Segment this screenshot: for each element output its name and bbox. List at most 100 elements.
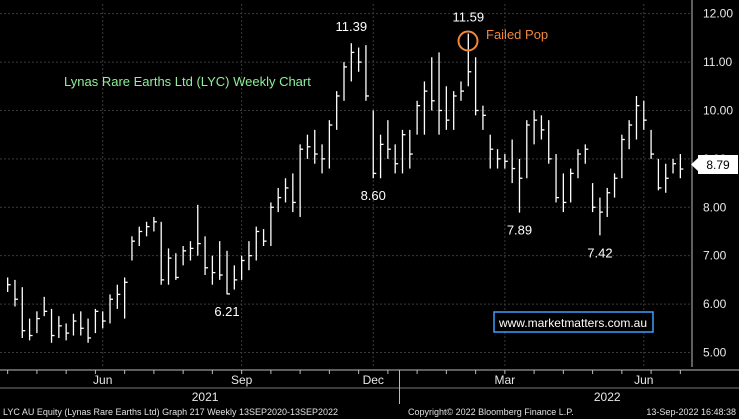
price-bar	[474, 57, 479, 116]
value-annotation: 7.42	[587, 245, 612, 260]
price-bar	[233, 265, 238, 290]
price-bar	[540, 115, 545, 140]
price-bar	[109, 294, 114, 324]
last-price-label: 8.79	[706, 158, 730, 172]
price-bar	[643, 100, 647, 130]
price-bar	[394, 144, 399, 174]
price-bar	[167, 248, 172, 285]
price-bar	[299, 144, 304, 217]
price-bar	[314, 129, 318, 164]
price-bar	[255, 226, 260, 261]
price-bar	[131, 236, 135, 261]
price-bar	[489, 134, 494, 169]
value-annotation: 11.59	[453, 10, 485, 25]
price-bar	[401, 129, 406, 174]
price-bar	[292, 173, 296, 213]
price-bar	[270, 202, 274, 246]
y-tick-label: 12.00	[703, 7, 733, 21]
price-bar	[204, 236, 209, 276]
y-tick-label: 5.00	[703, 345, 727, 359]
price-bar	[321, 144, 326, 174]
value-annotation: 11.39	[336, 19, 368, 34]
x-axis: JunSepDecMarJunSep20212022	[0, 369, 739, 404]
price-bar	[628, 120, 633, 150]
price-bar	[80, 311, 84, 336]
price-bar	[145, 221, 150, 237]
price-bar	[379, 134, 384, 179]
price-bar	[219, 241, 223, 280]
price-bar	[211, 255, 216, 285]
price-bar	[650, 129, 655, 159]
price-bar	[416, 100, 421, 135]
price-bar	[409, 129, 413, 169]
price-bar	[548, 120, 552, 164]
price-bar	[496, 149, 501, 169]
y-tick-label: 11.00	[703, 55, 732, 69]
value-annotation: 8.60	[361, 188, 386, 203]
y-tick-label: 8.00	[703, 200, 727, 214]
x-tick-label: Jun	[634, 373, 653, 387]
x-tick-label: Sep	[231, 373, 253, 387]
price-bar	[526, 120, 530, 179]
price-bar	[182, 246, 187, 266]
year-label: 2022	[594, 390, 621, 404]
price-bar	[577, 149, 581, 179]
price-bar	[657, 158, 662, 191]
year-label: 2021	[192, 390, 219, 404]
price-bar	[226, 250, 231, 295]
price-bar	[423, 81, 428, 135]
price-bar	[123, 277, 128, 319]
price-bar	[467, 33, 472, 87]
price-bar	[570, 168, 574, 203]
price-bar	[350, 43, 355, 82]
price-bar	[387, 120, 391, 159]
y-tick-label: 7.00	[703, 249, 727, 263]
price-bar	[336, 91, 340, 130]
price-bar	[87, 318, 92, 343]
price-bar	[518, 158, 523, 213]
price-bar	[599, 197, 603, 236]
price-bar	[28, 318, 33, 341]
price-bar	[533, 110, 538, 145]
price-bar	[50, 308, 55, 343]
chart-title: Lynas Rare Earths Ltd (LYC) Weekly Chart	[64, 74, 311, 89]
x-tick-label: Mar	[495, 373, 516, 387]
price-bar	[357, 47, 362, 72]
price-bar	[58, 316, 62, 338]
price-bar	[555, 154, 560, 203]
price-bar	[65, 323, 70, 341]
price-bar	[365, 45, 369, 101]
price-bar	[328, 120, 333, 169]
price-bar	[277, 187, 282, 213]
price-bar	[504, 154, 508, 169]
price-bar	[665, 163, 669, 193]
price-bar	[36, 311, 40, 334]
price-bar	[372, 110, 377, 179]
value-annotation: 7.89	[507, 223, 532, 238]
price-bar	[138, 226, 143, 246]
price-bar	[72, 313, 77, 336]
price-bar	[14, 279, 18, 307]
website-link[interactable]: www.marketmatters.com.au	[498, 316, 647, 330]
price-bar	[306, 134, 311, 159]
price-bar	[672, 158, 677, 174]
failed-pop-label: Failed Pop	[486, 27, 548, 42]
footer-security: LYC AU Equity (Lynas Rare Earths Ltd) Gr…	[3, 407, 338, 417]
price-bar	[482, 105, 486, 130]
y-tick-label: 10.00	[703, 103, 733, 117]
website-link-box[interactable]	[493, 311, 654, 333]
last-price-pointer	[691, 158, 698, 171]
price-bar	[445, 86, 450, 130]
price-bar	[635, 95, 640, 140]
price-bars	[7, 33, 684, 343]
failed-pop-circle	[457, 30, 479, 52]
price-bar	[153, 216, 157, 232]
price-bar	[562, 173, 567, 213]
price-bar	[43, 296, 48, 317]
x-tick-label: Dec	[363, 373, 384, 387]
price-bar	[240, 255, 245, 280]
price-bar	[431, 57, 435, 111]
price-bar	[621, 134, 625, 179]
price-bar	[248, 241, 252, 271]
value-annotation: 6.21	[214, 304, 239, 319]
